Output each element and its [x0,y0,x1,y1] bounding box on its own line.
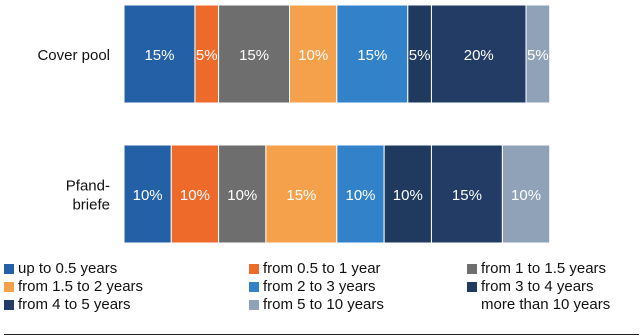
legend-item: from 5 to 10 years [249,296,384,314]
bar-segment [218,144,267,244]
legend-item: from 1 to 1.5 years [467,260,606,278]
legend-swatch [249,300,259,310]
legend-item: up to 0.5 years [4,260,117,278]
legend-item: from 4 to 5 years [4,296,131,314]
data-label: 10% [511,187,541,204]
bar-segment [336,4,409,104]
category-label: Cover pool [37,47,110,64]
legend-label: from 1.5 to 2 years [18,278,144,295]
legend-swatch [4,264,14,274]
legend-item: from 3 to 4 years [467,278,594,296]
legend-label: more than 10 years [481,296,611,313]
legend-swatch [249,264,259,274]
bar-segment [289,4,338,104]
legend-label: from 2 to 3 years [263,278,376,295]
stacked-bar-chart: Cover pool Pfand-briefe 15% 5% 15% 10% 15% 5% 20… [37,4,551,244]
legend-item: more than 10 years [467,296,610,314]
bar-segment [525,4,551,104]
bar-segment [501,144,551,244]
bar-segment [383,144,432,244]
data-label: 10% [180,187,210,204]
legend-swatch [249,282,259,292]
data-label: 15% [357,47,387,64]
legend-swatch [467,264,477,274]
legend-item: from 1.5 to 2 years [4,278,143,296]
bar-segment [218,4,291,104]
data-label: 10% [227,187,257,204]
data-label: 10% [393,187,423,204]
legend-label: from 3 to 4 years [481,278,594,295]
data-label: 20% [464,47,494,64]
bar-segment [265,144,338,244]
data-label: 10% [345,187,375,204]
legend: up to 0.5 years from 0.5 to 1 year from 1 … [0,258,643,336]
bar-segment [123,4,196,104]
legend-label: from 0.5 to 1 year [263,260,381,277]
data-label: 15% [286,187,316,204]
legend-swatch [4,300,14,310]
data-label: 15% [144,47,174,64]
category-label: Pfand-briefe [66,178,110,214]
legend-item: from 0.5 to 1 year [249,260,381,278]
data-label: 5% [527,47,549,64]
legend-label: from 5 to 10 years [263,296,384,313]
data-label: 10% [298,47,328,64]
legend-swatch [4,282,14,292]
legend-label: from 4 to 5 years [18,296,131,313]
data-label: 5% [196,47,218,64]
bottom-rule [4,334,639,335]
legend-label: up to 0.5 years [18,260,118,277]
legend-item: from 2 to 3 years [249,278,376,296]
data-label: 10% [133,187,163,204]
data-label: 5% [409,47,431,64]
legend-swatch [467,282,477,292]
bar-segment [430,4,527,104]
bar-segment [170,144,220,244]
legend-label: from 1 to 1.5 years [481,260,607,277]
data-label: 15% [239,47,269,64]
data-label: 15% [452,187,482,204]
bar-segment [336,144,385,244]
bar-segment [123,144,172,244]
